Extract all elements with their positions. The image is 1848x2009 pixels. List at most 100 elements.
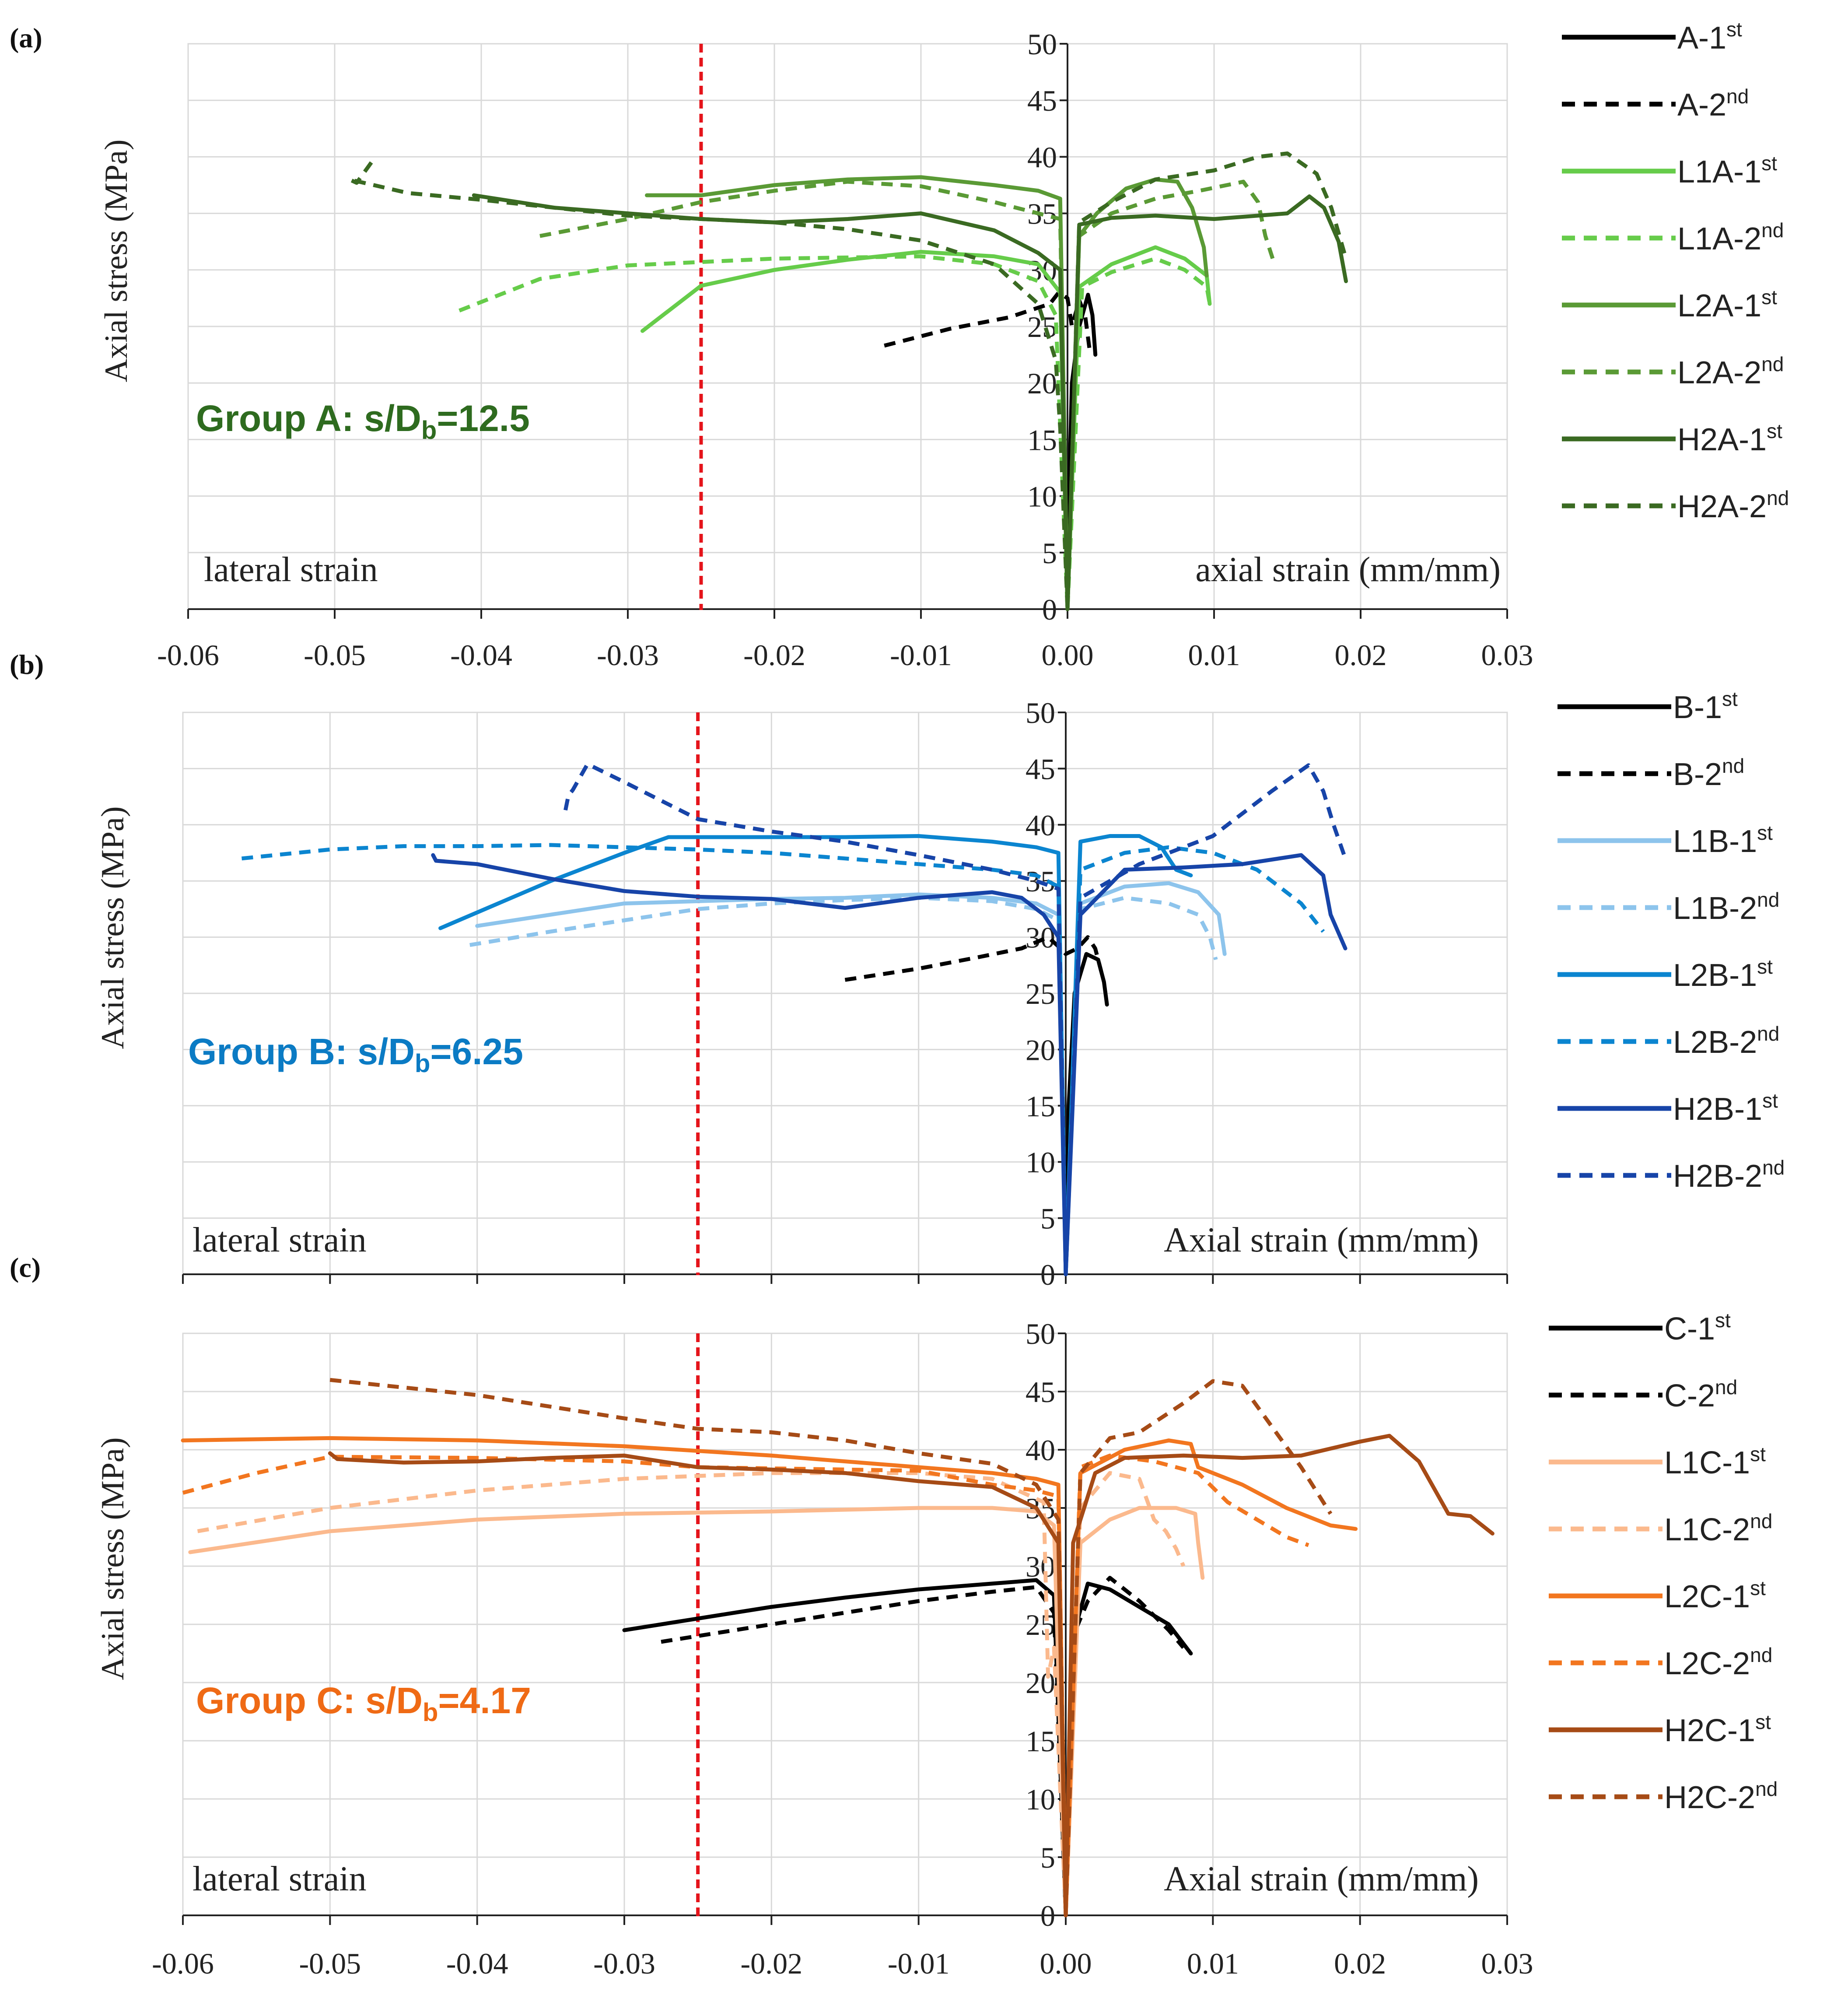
legend-label-main: L1B-2: [1673, 891, 1757, 926]
legend-label-main: L2B-1: [1673, 958, 1757, 993]
legend-label-main: A-2: [1677, 88, 1726, 123]
x-tick-label: 0.01: [1188, 638, 1240, 672]
legend-label-main: L1B-1: [1673, 824, 1757, 859]
legend: C-1stC-2ndL1C-1stL1C-2ndL2C-1stL2C-2ndH2…: [1549, 1309, 1778, 1815]
x-tick-label: -0.05: [304, 638, 366, 672]
legend-label-sup: st: [1757, 955, 1773, 978]
legend-item-a1: A-1st: [1562, 18, 1742, 56]
y-tick-label: 45: [1026, 1375, 1055, 1409]
y-tick-label: 10: [1027, 480, 1057, 513]
y-tick-label: 15: [1026, 1090, 1055, 1123]
legend-label-main: B-1: [1673, 690, 1722, 725]
x-tick-label: 0.01: [1187, 1947, 1239, 1980]
lateral-strain-label: lateral strain: [204, 550, 378, 589]
series-group: [242, 762, 1348, 1276]
legend-label-main: B-2: [1673, 757, 1722, 792]
legend-label: A-2nd: [1677, 85, 1749, 123]
legend-label-sup: nd: [1761, 353, 1784, 375]
legend-label-sup: st: [1767, 420, 1782, 442]
legend-label-main: L1A-1: [1677, 154, 1761, 189]
legend-label: L2B-2nd: [1673, 1022, 1779, 1060]
y-tick-label: 40: [1026, 1434, 1055, 1467]
x-tick-label: 0.00: [1042, 638, 1094, 672]
group-label: Group B: s/Db=6.25: [188, 1031, 523, 1078]
series-line-l1c1: [188, 1506, 1205, 1918]
legend-label: H2A-2nd: [1677, 487, 1789, 524]
legend-item-b1: B-1st: [1558, 687, 1738, 725]
y-tick-label: 40: [1027, 140, 1057, 174]
legend-label: A-1st: [1677, 18, 1742, 56]
series-group: [347, 151, 1348, 611]
legend-label: L2B-1st: [1673, 955, 1773, 993]
legend-label: H2B-1st: [1673, 1089, 1778, 1127]
legend-item-l2a1: L2A-1st: [1562, 286, 1777, 323]
series-line-h2a2: [347, 151, 1348, 611]
legend-label: L2A-2nd: [1677, 353, 1784, 390]
group-label-value: =4.17: [438, 1680, 531, 1721]
y-tick-label: 25: [1026, 1608, 1055, 1641]
series-line-l2b2: [242, 843, 1325, 1276]
legend-label-sup: nd: [1755, 1778, 1778, 1800]
x-tick-label: 0.00: [1040, 1947, 1092, 1980]
x-tick-label: -0.05: [299, 1947, 361, 1980]
legend-label: H2B-2nd: [1673, 1156, 1785, 1194]
series-line-l2a2: [539, 179, 1275, 611]
y-tick-label: 5: [1040, 1202, 1055, 1235]
legend-label-sup: nd: [1762, 1156, 1785, 1179]
series-line-h2b1: [431, 853, 1348, 1276]
series-group: [181, 1378, 1494, 1918]
series-line-l1c2: [197, 1471, 1186, 1918]
series-line-c2: [661, 1576, 1185, 1918]
legend-item-h2b1: H2B-1st: [1558, 1089, 1778, 1127]
legend-label: L2A-1st: [1677, 286, 1777, 323]
legend-label: L1B-2nd: [1673, 888, 1779, 926]
panel-label: (c): [10, 1252, 41, 1283]
legend-label: L1A-1st: [1677, 152, 1777, 189]
x-tick-label: -0.02: [741, 1947, 803, 1980]
group-label-value: =12.5: [437, 398, 530, 439]
legend-label-main: H2A-2: [1677, 489, 1767, 524]
legend-item-l2b1: L2B-1st: [1558, 955, 1773, 993]
y-tick-label: 5: [1042, 536, 1057, 570]
group-label-value: =6.25: [430, 1031, 523, 1072]
legend-item-h2a2: H2A-2nd: [1562, 487, 1789, 524]
group-label-sub: b: [423, 1698, 438, 1727]
legend-label-sup: st: [1761, 152, 1777, 175]
legend-label: C-2nd: [1664, 1376, 1737, 1413]
legend-item-a2: A-2nd: [1562, 85, 1749, 123]
legend-label-main: H2C-1: [1664, 1713, 1755, 1748]
y-tick-label: 15: [1026, 1725, 1055, 1758]
y-axis-title: Axial stress (MPa): [95, 806, 131, 1049]
y-tick-label: 25: [1026, 977, 1055, 1010]
legend-item-l1a2: L1A-2nd: [1562, 219, 1784, 256]
legend-label: L1C-1st: [1664, 1443, 1766, 1480]
legend-item-l2c2: L2C-2nd: [1549, 1644, 1772, 1681]
y-tick-label: 30: [1026, 1550, 1055, 1583]
legend-label-sup: st: [1715, 1309, 1731, 1332]
series-line-l1b1: [475, 881, 1227, 1276]
group-label-main: Group C: s/D: [196, 1680, 423, 1721]
legend-item-h2a1: H2A-1st: [1562, 420, 1782, 457]
legend-item-l1a1: L1A-1st: [1562, 152, 1777, 189]
legend-label-sup: st: [1726, 18, 1742, 41]
legend-label-sup: nd: [1750, 1644, 1772, 1666]
y-tick-label: 45: [1026, 752, 1055, 785]
y-tick-label: 10: [1026, 1146, 1055, 1179]
legend-item-l1b2: L1B-2nd: [1558, 888, 1779, 926]
panel-a: (a) -0.06 -0.05 -0.04 -0.03 -0.02 -0.01 0.00 0.0…: [10, 18, 1789, 672]
legend-item-l2b2: L2B-2nd: [1558, 1022, 1779, 1060]
y-tick-label: 5: [1040, 1841, 1055, 1874]
legend-label: L1A-2nd: [1677, 219, 1784, 256]
x-tick-label: -0.03: [593, 1947, 655, 1980]
series-line-l1b2: [469, 896, 1218, 1276]
legend-label-sup: st: [1761, 286, 1777, 309]
y-tick-label: 45: [1027, 84, 1057, 117]
x-tick-label: 0.03: [1481, 638, 1533, 672]
legend-label-main: A-1: [1677, 21, 1726, 56]
series-line-h2c2: [329, 1378, 1333, 1918]
legend-label-sup: st: [1750, 1443, 1766, 1466]
y-tick-label: 20: [1027, 367, 1057, 400]
